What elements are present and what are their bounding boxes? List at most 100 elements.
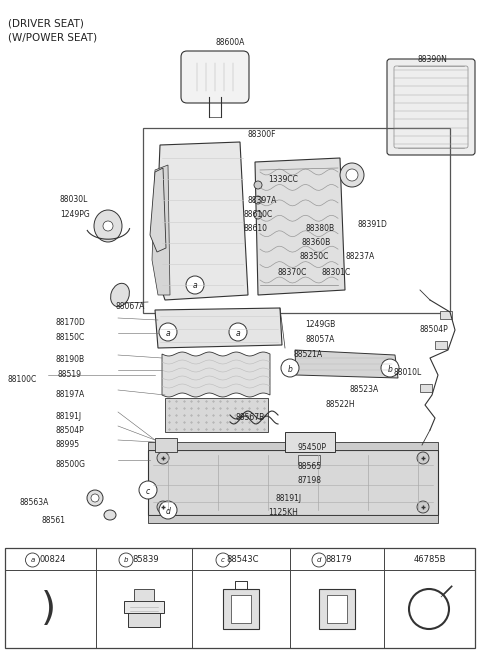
Text: 88030L: 88030L	[60, 195, 88, 204]
Circle shape	[157, 452, 169, 464]
Bar	[148, 515, 438, 523]
Text: 88521A: 88521A	[294, 350, 323, 359]
Bar	[440, 311, 452, 319]
Text: 88563A: 88563A	[20, 498, 49, 507]
Text: 85839: 85839	[132, 555, 159, 564]
Ellipse shape	[110, 283, 130, 307]
Text: b: b	[387, 364, 393, 373]
Bar	[435, 341, 447, 349]
Bar	[148, 450, 438, 515]
Text: 1339CC: 1339CC	[268, 175, 298, 184]
Circle shape	[312, 553, 326, 567]
Polygon shape	[255, 158, 345, 295]
Circle shape	[91, 494, 99, 502]
Polygon shape	[155, 142, 248, 300]
Text: 88391D: 88391D	[358, 220, 388, 229]
Text: 88191J: 88191J	[55, 412, 81, 421]
Text: a: a	[236, 328, 240, 337]
Bar	[128, 611, 160, 627]
Text: 88197A: 88197A	[55, 390, 84, 399]
Text: 1249PG: 1249PG	[60, 210, 90, 219]
Circle shape	[139, 481, 157, 499]
Bar	[231, 595, 251, 623]
Text: 88500G: 88500G	[55, 460, 85, 469]
Text: 46785B: 46785B	[413, 555, 446, 564]
Bar	[285, 432, 335, 452]
Text: a: a	[30, 557, 35, 564]
Circle shape	[254, 196, 262, 204]
Circle shape	[159, 501, 177, 519]
Text: 88301C: 88301C	[322, 268, 351, 277]
Circle shape	[87, 490, 103, 506]
Circle shape	[25, 553, 39, 567]
Text: 87198: 87198	[298, 476, 322, 485]
Text: 00824: 00824	[39, 555, 66, 564]
Circle shape	[346, 169, 358, 181]
Text: 88543C: 88543C	[227, 555, 259, 564]
Text: 88397A: 88397A	[248, 196, 277, 205]
Bar	[420, 384, 432, 392]
Polygon shape	[152, 165, 170, 295]
Text: 88190B: 88190B	[55, 355, 84, 364]
Text: ): )	[40, 590, 56, 628]
Circle shape	[381, 359, 399, 377]
Polygon shape	[155, 308, 282, 348]
Text: 88522H: 88522H	[325, 400, 355, 409]
Bar	[327, 595, 347, 623]
Text: 88995: 88995	[55, 440, 79, 449]
Text: c: c	[146, 487, 150, 496]
Circle shape	[103, 221, 113, 231]
Bar	[298, 455, 320, 465]
Bar	[143, 128, 450, 313]
Bar	[148, 442, 438, 450]
Circle shape	[157, 501, 169, 513]
Circle shape	[254, 181, 262, 189]
Polygon shape	[162, 352, 270, 397]
FancyBboxPatch shape	[181, 51, 249, 103]
Text: 88370C: 88370C	[278, 268, 307, 277]
Circle shape	[216, 553, 230, 567]
Circle shape	[229, 323, 247, 341]
Text: 88390N: 88390N	[418, 55, 448, 64]
Text: 88380B: 88380B	[305, 224, 334, 233]
Text: b: b	[124, 557, 128, 564]
Text: 88350C: 88350C	[299, 252, 328, 261]
Text: c: c	[221, 557, 225, 564]
Bar	[223, 589, 259, 629]
Circle shape	[119, 553, 133, 567]
Text: 88010L: 88010L	[393, 368, 421, 377]
Text: 88150C: 88150C	[55, 333, 84, 342]
Text: 88610C: 88610C	[244, 210, 273, 219]
Text: 88057A: 88057A	[305, 335, 335, 344]
Text: a: a	[166, 328, 170, 337]
Text: 88519: 88519	[58, 370, 82, 379]
Text: d: d	[317, 557, 321, 564]
Circle shape	[417, 501, 429, 513]
Circle shape	[159, 323, 177, 341]
Circle shape	[417, 452, 429, 464]
Text: 88300F: 88300F	[248, 130, 276, 139]
Circle shape	[186, 276, 204, 294]
Polygon shape	[150, 168, 166, 252]
Text: 88504P: 88504P	[420, 325, 449, 334]
Bar	[319, 589, 355, 629]
Text: b: b	[288, 364, 292, 373]
Polygon shape	[295, 350, 398, 378]
Text: 88360B: 88360B	[302, 238, 331, 247]
Text: 88170D: 88170D	[55, 318, 85, 327]
Ellipse shape	[94, 210, 122, 242]
Text: (W/POWER SEAT): (W/POWER SEAT)	[8, 32, 97, 42]
Text: 88191J: 88191J	[276, 494, 302, 503]
Bar	[124, 601, 164, 613]
FancyBboxPatch shape	[387, 59, 475, 155]
Text: 88067A: 88067A	[115, 302, 144, 311]
Text: 88565: 88565	[298, 462, 322, 471]
Text: (DRIVER SEAT): (DRIVER SEAT)	[8, 18, 84, 28]
Text: 88237A: 88237A	[345, 252, 374, 261]
Circle shape	[254, 211, 262, 219]
Text: 88567B: 88567B	[236, 413, 265, 422]
Circle shape	[281, 359, 299, 377]
Text: 88600A: 88600A	[216, 38, 245, 47]
Circle shape	[340, 163, 364, 187]
Text: 88100C: 88100C	[8, 375, 37, 384]
